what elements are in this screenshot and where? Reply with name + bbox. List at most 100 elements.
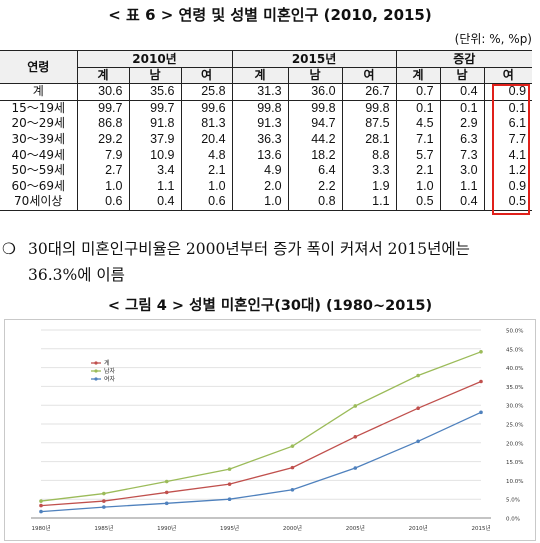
data-point	[102, 505, 106, 509]
y-tick-label: 45.0%	[506, 347, 523, 353]
data-point	[164, 501, 169, 506]
table-cell: 26.7	[341, 83, 397, 101]
table-cell: 0.7	[395, 83, 441, 101]
data-point	[290, 465, 295, 470]
table-row: 계 30.6 35.6 25.8 31.3 36.0 26.7 0.7 0.4 0.9	[0, 83, 533, 101]
data-point	[479, 410, 483, 415]
table-cell: 1.0	[76, 178, 129, 195]
table-cell: 36.3	[231, 131, 289, 148]
y-tick-label: 10.0%	[506, 479, 523, 485]
table-cell: 0.4	[439, 83, 485, 101]
data-point	[290, 444, 295, 448]
table-cell: 0.1	[395, 100, 441, 117]
table-cell: 44.2	[287, 131, 343, 148]
table-caption: < 표 6 > 연령 및 성별 미혼인구 (2010, 2015)	[108, 6, 432, 24]
table-cell: 81.3	[180, 116, 233, 132]
data-point	[102, 491, 106, 496]
x-tick-label: 1985년	[94, 524, 113, 532]
table-cell: 28.1	[341, 131, 397, 148]
table-row: 70세이상 0.6 0.4 0.6 1.0 0.8 1.1 0.5 0.4 0.5	[0, 194, 533, 211]
sub-header: 계	[395, 67, 441, 84]
table-cell: 0.9	[483, 178, 533, 195]
line-chart-frame: 0.0% 5.0% 10.0% 15.0% 20.0% 25.0% 30.0% 35.0% 40…	[4, 319, 536, 541]
group-header-2015: 2015년	[231, 50, 397, 68]
row-label: 40～49세	[11, 147, 66, 162]
y-tick-label: 25.0%	[506, 423, 523, 429]
table-cell: 29.2	[76, 131, 129, 148]
table-cell: 3.0	[439, 162, 485, 179]
row-label: 70세이상	[0, 194, 77, 211]
table-cell: 99.6	[180, 100, 233, 117]
table-cell: 8.8	[341, 147, 397, 163]
y-tick-label: 35.0%	[506, 385, 523, 391]
table-cell: 0.5	[395, 194, 441, 211]
data-point	[479, 350, 483, 354]
data-point	[479, 379, 483, 384]
y-tick-label: 40.0%	[506, 366, 523, 372]
table-cell: 7.9	[76, 147, 129, 163]
table-cell: 0.8	[287, 194, 343, 211]
table-cell: 35.6	[128, 83, 181, 101]
data-point	[164, 490, 169, 495]
table-cell: 0.9	[483, 83, 533, 101]
table-cell: 2.1	[395, 162, 441, 179]
table-cell: 99.8	[231, 100, 289, 117]
table-cell: 37.9	[128, 131, 181, 148]
table-row: 15～19세 99.7 99.7 99.6 99.8 99.8 99.8 0.1 0.1 0.1	[0, 100, 533, 117]
table-cell: 6.1	[483, 116, 533, 132]
table-cell: 31.3	[231, 83, 289, 101]
table-cell: 4.5	[395, 116, 441, 132]
data-point	[416, 406, 420, 411]
legend-label: 남자	[104, 367, 116, 375]
data-point	[164, 479, 169, 484]
table-cell: 7.1	[395, 131, 441, 148]
table-cell: 99.7	[76, 100, 129, 117]
series-line	[40, 380, 482, 507]
x-tick-label: 2010년	[409, 524, 428, 532]
sub-header: 여	[341, 67, 397, 84]
series-line	[40, 411, 482, 513]
table-cell: 2.7	[76, 162, 129, 179]
group-header-2010: 2010년	[76, 50, 233, 68]
sub-header: 계	[231, 67, 289, 84]
table-cell: 2.2	[287, 178, 343, 195]
bullet-text-line1: 30대의 미혼인구비율은 2000년부터 증가 폭이 커져서 2015년에는	[28, 240, 470, 258]
table-row: 40～49세 7.9 10.9 4.8 13.6 18.2 8.8 5.7 7.3 4.1	[0, 147, 533, 163]
y-tick-label: 5.0%	[506, 498, 520, 504]
figure-caption: < 그림 4 > 성별 미혼인구(30대) (1980~2015)	[107, 298, 433, 314]
table-cell: 99.8	[287, 100, 343, 117]
data-point	[39, 503, 43, 508]
table-cell: 1.2	[483, 162, 533, 179]
table-cell: 0.1	[483, 100, 533, 117]
table-cell: 13.6	[231, 147, 289, 163]
table-cell: 4.8	[180, 147, 233, 163]
table-cell: 99.7	[128, 100, 181, 117]
legend-marker	[94, 369, 98, 373]
x-tick-label: 2005년	[346, 524, 365, 532]
table-cell: 2.9	[439, 116, 485, 132]
table-cell: 1.0	[180, 178, 233, 195]
sub-header: 여	[483, 67, 533, 84]
table-cell: 99.8	[341, 100, 397, 117]
data-point	[353, 404, 358, 408]
table-cell: 1.1	[439, 178, 485, 195]
data-point	[39, 499, 43, 503]
circle-bullet-icon: ❍	[2, 240, 16, 258]
table-cell: 86.8	[76, 116, 129, 132]
sub-header: 계	[76, 67, 129, 84]
legend-label: 계	[104, 359, 110, 367]
row-label: 60～69세	[11, 178, 66, 193]
sub-header: 여	[180, 67, 233, 84]
table-cell: 1.9	[341, 178, 397, 195]
row-label: 15～19세	[11, 100, 66, 115]
line-chart: 0.0% 5.0% 10.0% 15.0% 20.0% 25.0% 30.0% 35.0% 40…	[31, 329, 523, 532]
table-cell: 7.3	[439, 147, 485, 163]
y-tick-label: 15.0%	[506, 460, 523, 466]
table-cell: 2.0	[231, 178, 289, 195]
x-tick-label: 2000년	[283, 524, 302, 532]
table-cell: 1.1	[128, 178, 181, 195]
table-cell: 4.9	[231, 162, 289, 179]
data-point	[353, 434, 358, 439]
x-tick-label: 2015년	[471, 524, 490, 532]
